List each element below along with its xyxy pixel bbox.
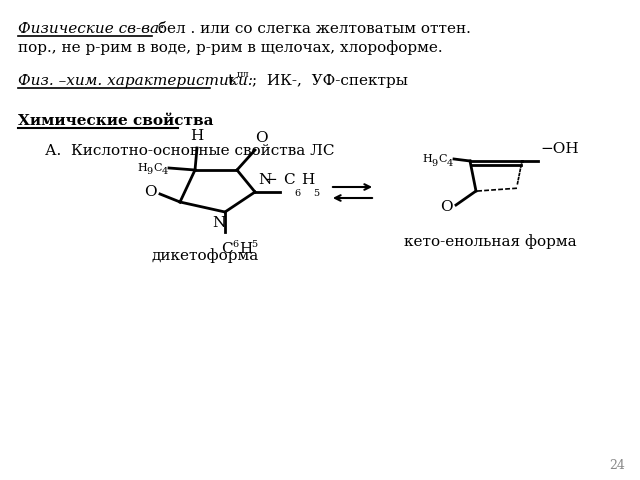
Text: пл: пл bbox=[237, 70, 250, 79]
Text: −: − bbox=[264, 173, 277, 187]
Text: H: H bbox=[190, 129, 204, 143]
Text: O: O bbox=[144, 185, 156, 199]
Text: −OH: −OH bbox=[540, 142, 579, 156]
Text: дикетоформа: дикетоформа bbox=[152, 248, 259, 263]
Text: O: O bbox=[440, 200, 452, 214]
Text: кето-енольная форма: кето-енольная форма bbox=[404, 234, 576, 249]
Text: 4: 4 bbox=[162, 168, 168, 177]
Text: 6: 6 bbox=[232, 240, 238, 249]
Text: 9: 9 bbox=[146, 168, 152, 177]
Text: бел . или со слегка желтоватым оттен.: бел . или со слегка желтоватым оттен. bbox=[153, 22, 471, 36]
Text: Физ. –хим. характеристики:: Физ. –хим. характеристики: bbox=[18, 74, 253, 88]
Text: N: N bbox=[258, 173, 271, 187]
Text: 6: 6 bbox=[294, 189, 300, 197]
Text: пор., не р-рим в воде, р-рим в щелочах, хлороформе.: пор., не р-рим в воде, р-рим в щелочах, … bbox=[18, 40, 443, 55]
Text: H: H bbox=[137, 163, 147, 173]
Text: C: C bbox=[438, 154, 447, 164]
Text: C: C bbox=[221, 242, 232, 256]
Text: t: t bbox=[228, 74, 234, 88]
Text: 5: 5 bbox=[313, 189, 319, 197]
Text: Физические св-ва:: Физические св-ва: bbox=[18, 22, 164, 36]
Text: А.  Кислотно-основные свойства ЛС: А. Кислотно-основные свойства ЛС bbox=[45, 144, 335, 158]
Text: H: H bbox=[301, 173, 314, 187]
Text: ;  ИК-,  УФ-спектры: ; ИК-, УФ-спектры bbox=[252, 74, 408, 88]
Text: 5: 5 bbox=[251, 240, 257, 249]
Text: H: H bbox=[239, 242, 252, 256]
Text: H: H bbox=[422, 154, 432, 164]
Text: 9: 9 bbox=[431, 158, 437, 168]
Text: Химические свойства: Химические свойства bbox=[18, 114, 214, 128]
Text: O: O bbox=[255, 131, 268, 145]
Text: 24: 24 bbox=[609, 459, 625, 472]
Text: C: C bbox=[153, 163, 161, 173]
Text: 4: 4 bbox=[447, 158, 453, 168]
Text: C: C bbox=[283, 173, 294, 187]
Text: N: N bbox=[212, 216, 226, 230]
